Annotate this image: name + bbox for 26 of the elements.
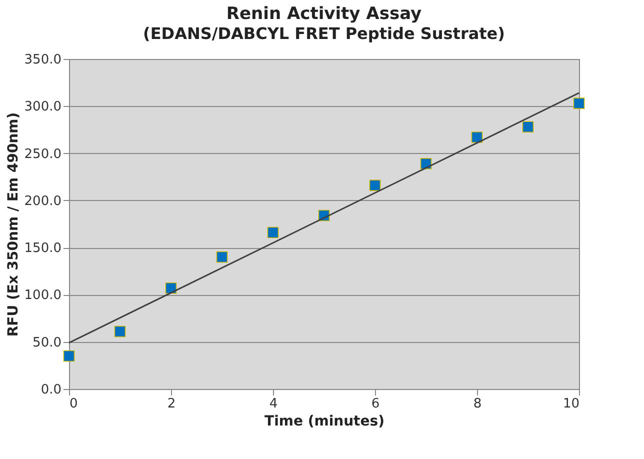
y-tick-label: 200.0: [24, 194, 62, 209]
point: [63, 350, 75, 362]
point: [522, 121, 534, 133]
y-tick-label: 350.0: [24, 52, 62, 68]
y-tick-label: 100.0: [24, 288, 62, 304]
y-axis-title: RFU (Ex 350nm / Em 490nm): [5, 112, 22, 337]
x-tick-label: 0: [70, 396, 78, 412]
point: [114, 326, 126, 338]
chart-title: Renin Activity Assay: [226, 4, 422, 24]
y-tick-label: 0.0: [40, 382, 62, 398]
x-tick-label: 8: [473, 396, 482, 412]
y-tick-label: 300.0: [24, 100, 62, 115]
point: [573, 98, 585, 109]
point: [471, 132, 483, 143]
y-tick-label: 250.0: [24, 146, 62, 162]
y-tick-label: 150.0: [24, 241, 62, 256]
chart-subtitle: (EDANS/DABCYL FRET Peptide Sustrate): [143, 24, 505, 43]
point: [267, 226, 279, 238]
x-tick-label: 6: [371, 396, 380, 412]
x-axis-title: Time (minutes): [264, 414, 384, 430]
x-tick-label: 10: [562, 396, 580, 412]
x-tick-label: 4: [269, 396, 278, 412]
x-tick-label: 2: [167, 396, 176, 412]
point: [369, 180, 381, 191]
y-tick-label: 50.0: [32, 335, 62, 350]
point: [216, 251, 228, 263]
